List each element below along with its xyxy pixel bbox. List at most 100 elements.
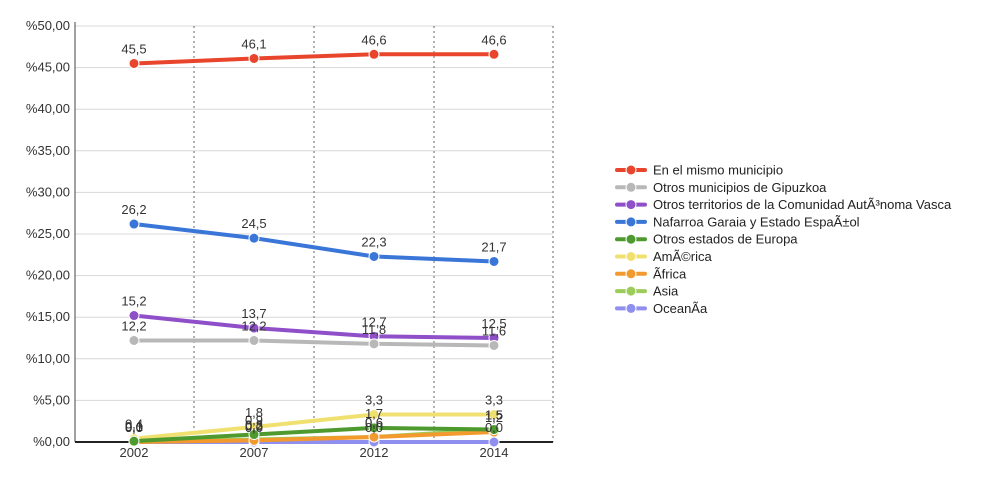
series-0 (128, 48, 500, 69)
data-label: 0,3 (245, 418, 263, 433)
data-label: 21,7 (481, 239, 506, 254)
y-tick-label: %25,00 (26, 226, 70, 241)
data-point (128, 310, 140, 322)
legend-label: Nafarroa Garaia y Estado EspaÃ±ol (653, 214, 860, 229)
grid (75, 25, 554, 442)
data-label: 12,2 (121, 318, 146, 333)
legend-item: Otros estados de Europa (615, 232, 798, 247)
legend-swatch-marker (625, 251, 637, 262)
data-label: 1,5 (485, 408, 503, 423)
data-label: 1,5 (485, 408, 503, 423)
y-axis: %0,00 %5,00 %10,00 %15,00 %20,00 %25,00 %30,00… (26, 18, 76, 449)
x-tick-label: 2014 (480, 445, 509, 460)
legend-swatch-marker (625, 199, 637, 211)
legend-label: Otros municipios de Gipuzkoa (653, 180, 827, 195)
data-label: 0,6 (365, 415, 383, 430)
data-label: 0,1 (125, 419, 143, 434)
data-point (248, 429, 260, 441)
data-point (368, 338, 380, 350)
y-tick-label: %30,00 (26, 184, 70, 199)
data-point (248, 232, 260, 244)
legend-label: Otros territorios de la Comunidad AutÃ³n… (653, 197, 952, 212)
data-point (488, 409, 500, 421)
data-point (128, 334, 140, 346)
y-tick-label: %5,00 (33, 392, 70, 407)
data-label: 0,0 (125, 420, 143, 435)
data-label: 0,0 (245, 420, 263, 435)
data-point (368, 48, 380, 60)
legend-item: OceanÃ­a (615, 301, 708, 316)
data-label: 1,7 (365, 406, 383, 421)
series-1 (128, 334, 500, 351)
data-point (248, 322, 260, 334)
data-label: 11,6 (482, 323, 506, 338)
data-label: 0,0 (365, 420, 383, 435)
x-axis: 2002 2007 2012 2014 (75, 441, 553, 460)
data-point (488, 339, 500, 351)
series-line (133, 52, 494, 66)
y-tick-label: %0,00 (33, 434, 70, 449)
legend-item: Otros municipios de Gipuzkoa (615, 180, 827, 195)
legend-item: Ãfrica (615, 266, 687, 281)
series-4 (128, 422, 500, 447)
data-label: 11,8 (362, 322, 386, 337)
data-point (488, 424, 500, 436)
data-label: 15,2 (121, 294, 146, 309)
series-3 (128, 218, 500, 267)
x-tick-label: 2012 (360, 445, 389, 460)
legend-swatch-marker (625, 164, 637, 176)
data-label: 3,3 (365, 393, 383, 408)
legend-label: Ãfrica (653, 266, 687, 281)
data-label: 0,9 (245, 413, 263, 428)
data-label: 46,1 (241, 36, 266, 51)
data-label: 0,0 (485, 420, 503, 435)
data-point (128, 435, 140, 447)
data-label: 0,4 (125, 417, 143, 432)
legend-swatch-marker (625, 233, 637, 245)
data-label: 45,5 (121, 41, 146, 56)
data-point (368, 250, 380, 262)
series-line (133, 313, 495, 340)
data-label: 24,5 (241, 216, 266, 231)
series-2 (128, 310, 500, 344)
legend-swatch-marker (625, 181, 637, 193)
data-label: 12,5 (481, 316, 506, 331)
legend-item: En el mismo municipio (615, 163, 783, 178)
data-labels: 45,5 46,1 46,6 46,6 12,2 12,2 11,8 11,6 15,2 13,7… (121, 32, 506, 435)
y-tick-label: %10,00 (26, 351, 70, 366)
data-point (128, 218, 140, 230)
data-label: 0,0 (125, 420, 143, 435)
data-label: 22,3 (361, 234, 386, 249)
legend: En el mismo municipio Otros municipios de… (615, 163, 952, 316)
data-point (488, 436, 500, 448)
data-label: 12,7 (361, 314, 386, 329)
data-label: 1,2 (485, 410, 503, 425)
y-tick-label: %20,00 (26, 268, 70, 283)
data-label: 26,2 (121, 202, 146, 217)
data-point (248, 52, 260, 64)
y-tick-label: %15,00 (26, 309, 70, 324)
series-line (134, 338, 495, 348)
legend-label: AmÃ©rica (653, 249, 712, 264)
series-lines (128, 48, 500, 448)
data-point (368, 409, 380, 421)
legend-swatch-marker (625, 268, 637, 280)
legend-swatch-marker (625, 285, 637, 297)
x-tick-label: 2007 (240, 445, 269, 460)
series-line (133, 430, 495, 444)
legend-label: Asia (653, 284, 679, 299)
data-point (248, 334, 260, 346)
legend-label: OceanÃ­a (653, 301, 708, 316)
x-tick-label: 2002 (120, 445, 149, 460)
data-label: 1,8 (245, 405, 263, 420)
legend-item: Nafarroa Garaia y Estado EspaÃ±ol (615, 214, 860, 229)
data-point (488, 255, 500, 267)
series-line (133, 222, 495, 264)
data-label: 13,7 (241, 306, 266, 321)
data-label: 0,2 (245, 418, 263, 433)
data-label: 0,6 (365, 415, 383, 430)
data-label: 46,6 (361, 32, 386, 47)
legend-label: En el mismo municipio (653, 163, 783, 178)
series-line (133, 425, 495, 444)
